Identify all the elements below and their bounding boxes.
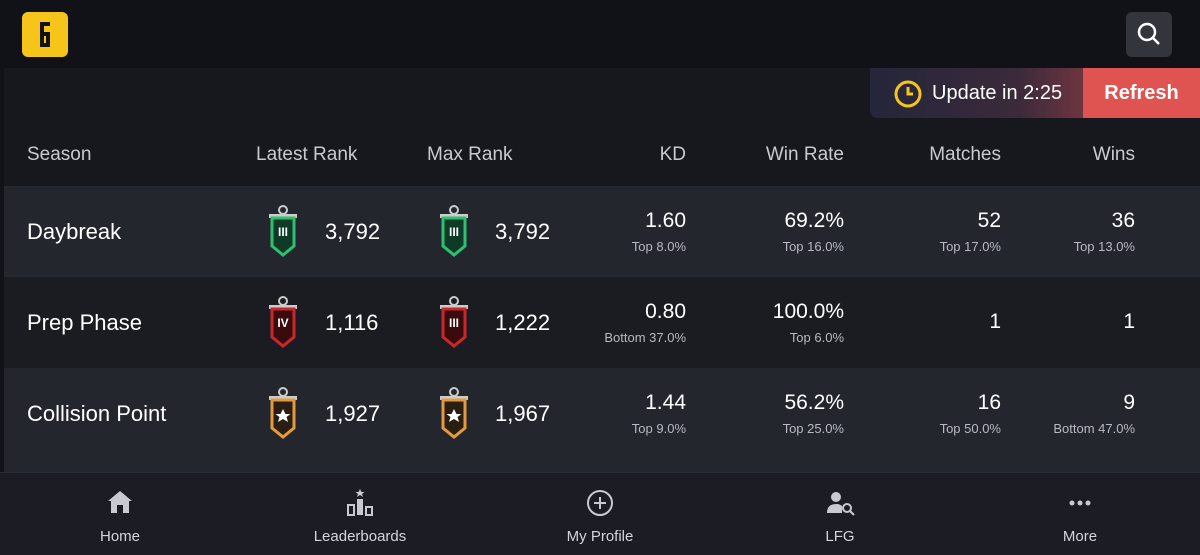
search-button[interactable]: [1126, 12, 1172, 57]
stat-value: 1.44: [645, 391, 686, 414]
stat-percentile: Top 13.0%: [1073, 239, 1135, 254]
rank-tier: III: [449, 225, 459, 239]
stat-percentile: Top 16.0%: [782, 239, 844, 254]
nav-icon: [108, 491, 132, 513]
nav-item[interactable]: My Profile: [520, 473, 680, 555]
stat-percentile: Top 8.0%: [631, 239, 686, 254]
stat-percentile: Top 6.0%: [789, 330, 844, 345]
update-message: Update in 2:25: [932, 82, 1063, 104]
rank-badge: [440, 387, 468, 439]
max-rank: 3,792: [495, 219, 551, 244]
stat-value: 1: [989, 310, 1001, 333]
stat-value: 9: [1123, 391, 1135, 414]
refresh-button[interactable]: Refresh: [1083, 68, 1200, 118]
nav-label: More: [1062, 528, 1098, 545]
nav-item[interactable]: LFG: [760, 473, 920, 555]
season-row[interactable]: Daybreak III 3,792 III 3,792 1.60 Top 8.0% 69.2…: [4, 186, 1200, 277]
nav-icon: [347, 489, 373, 516]
update-toast: Update in 2:25 Refresh: [870, 68, 1200, 118]
season-row[interactable]: Prep Phase IV 1,116 III 1,222 0.80 Bottom 37.0…: [4, 277, 1200, 368]
stat-value: 69.2%: [784, 209, 844, 232]
nav-item[interactable]: More: [1000, 473, 1160, 555]
stat-value: 1.60: [645, 209, 686, 232]
stat-percentile: Top 50.0%: [939, 421, 1001, 436]
nav-item[interactable]: Home: [40, 473, 200, 555]
column-header: Latest Rank: [256, 144, 358, 165]
nav-label: Leaderboards: [313, 528, 407, 545]
nav-label: Home: [99, 528, 140, 545]
latest-rank: 3,792: [325, 219, 381, 244]
nav-icon: [827, 492, 855, 516]
latest-rank: 1,927: [325, 401, 381, 426]
stat-value: 0.80: [645, 300, 686, 323]
rank-badge: III: [440, 296, 468, 348]
season-name: Collision Point: [27, 401, 167, 426]
max-rank: 1,222: [495, 310, 551, 335]
stat-percentile: Top 17.0%: [939, 239, 1001, 254]
max-rank: 1,967: [495, 401, 551, 426]
stat-percentile: Bottom 37.0%: [604, 330, 686, 345]
logo-icon: [40, 22, 50, 47]
seasons-panel: Season Latest Rank Max Rank KD Win Rate Match…: [4, 68, 1200, 472]
rank-badge: III: [440, 205, 468, 257]
bottom-nav: Home Leaderboards My Profile LFG More: [0, 472, 1200, 555]
column-header: Wins: [1092, 144, 1135, 165]
rank-badge: III: [269, 205, 297, 257]
rank-tier: III: [449, 316, 459, 330]
nav-label: LFG: [825, 528, 855, 545]
column-header: Win Rate: [765, 144, 844, 165]
rank-badge: IV: [269, 296, 297, 348]
header: [0, 0, 1200, 68]
column-header: Matches: [929, 144, 1001, 165]
timer-icon: [894, 80, 922, 108]
season-name: Daybreak: [27, 219, 122, 244]
nav-icon: [587, 490, 613, 516]
search-icon: [1137, 22, 1160, 45]
nav-label: My Profile: [566, 528, 634, 545]
column-header: Max Rank: [427, 144, 513, 165]
season-row: [4, 459, 1200, 472]
stat-value: 52: [977, 209, 1001, 232]
rank-tier: IV: [277, 316, 288, 330]
stat-percentile: Bottom 47.0%: [1053, 421, 1135, 436]
stat-value: 1: [1123, 310, 1135, 333]
stat-percentile: Top 9.0%: [631, 421, 686, 436]
season-row[interactable]: Collision Point 1,927 1,967 1.44 Top 9.0% 56.…: [4, 368, 1200, 459]
stat-percentile: Top 25.0%: [782, 421, 844, 436]
stat-value: 56.2%: [784, 391, 844, 414]
column-header: Season: [27, 144, 92, 165]
stat-value: 16: [977, 391, 1001, 414]
rank-badge: [269, 387, 297, 439]
nav-icon: [1069, 500, 1091, 506]
latest-rank: 1,116: [325, 310, 379, 335]
nav-item[interactable]: Leaderboards: [280, 473, 440, 555]
rank-tier: III: [278, 225, 288, 239]
logo[interactable]: [22, 12, 68, 57]
column-header: KD: [659, 144, 686, 165]
stat-value: 36: [1111, 209, 1135, 232]
stat-value: 100.0%: [772, 300, 844, 323]
season-name: Prep Phase: [27, 310, 142, 335]
